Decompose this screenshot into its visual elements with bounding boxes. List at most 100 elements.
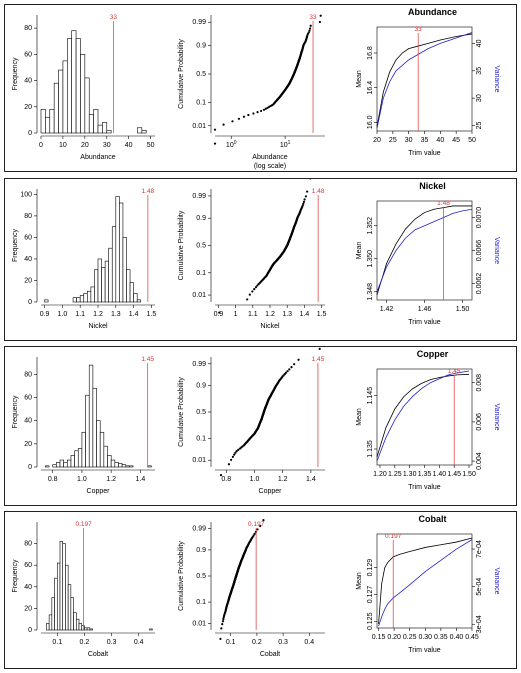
cdf-point (252, 534, 255, 537)
x-tick-label: 0.9 (40, 311, 50, 318)
y-tick-label: 40 (24, 256, 32, 263)
histogram-bar (77, 448, 83, 468)
histogram-bar (97, 258, 102, 303)
cdf-point (233, 453, 236, 456)
cdf-point (288, 368, 291, 371)
histogram-bar (56, 462, 61, 468)
histogram-bar (129, 465, 134, 468)
histogram-bar (106, 130, 112, 134)
histogram-bar (78, 623, 83, 631)
log-scale-note: (log scale) (254, 163, 286, 170)
x-tick-label: 1.4 (306, 476, 316, 483)
cutoff-label: 1.45 (141, 356, 154, 363)
x-tick-label: 0.9 (214, 311, 224, 318)
histogram-bar (72, 297, 77, 303)
x-tick-label: 1.4 (136, 476, 146, 483)
y-tick-label: 0.1 (196, 270, 206, 277)
y-axis-label: Cumulative Probability (178, 541, 185, 611)
cdf-point (248, 293, 251, 296)
histogram-bar (107, 455, 112, 468)
histogram-bar (97, 124, 103, 134)
mean-line (376, 33, 473, 127)
cdf-point (256, 528, 259, 531)
x-tick-label: 100 (226, 140, 237, 149)
cutoff-label: 1.45 (448, 368, 461, 375)
y-tick-label: 0 (28, 627, 32, 634)
histogram-bar (53, 82, 59, 134)
histogram-bar (122, 237, 127, 303)
histogram-bar (51, 597, 55, 631)
y-tick-label: 0.127 (367, 586, 374, 604)
cdf-point (251, 290, 254, 293)
cdf-point (304, 195, 307, 198)
y-tick-label: 0.01 (192, 620, 206, 627)
y2-tick-label: 0.004 (476, 452, 483, 470)
y-axis-label: Frequency (12, 228, 19, 262)
cdf-point (309, 24, 312, 27)
x-axis-label: Trim value (408, 319, 441, 326)
x-tick-label: 50 (147, 142, 155, 149)
x-tick-label: 1.2 (265, 311, 275, 318)
x-axis-label: Cobalt (88, 651, 108, 658)
histogram-bar (74, 450, 79, 468)
histogram-bar (73, 612, 77, 631)
cdf-point (309, 27, 312, 30)
x-tick-label: 0.8 (48, 476, 58, 483)
x-tick-label: 1.4 (129, 311, 139, 318)
y-tick-label: 0.5 (196, 573, 206, 580)
x-tick-label: 1.2 (278, 476, 288, 483)
cdf-point (227, 463, 231, 466)
y-axis-label: Frequency (12, 57, 19, 91)
variance-line (378, 539, 473, 627)
y-tick-label: 0.5 (196, 409, 206, 416)
chart-title: Cobalt (419, 514, 447, 524)
x-tick-label: 1.0 (58, 311, 68, 318)
y-tick-label: 16.8 (367, 46, 374, 60)
histogram-bar (115, 196, 120, 303)
histogram-bar (54, 577, 58, 631)
plot-frame (376, 533, 473, 629)
histogram-bar (93, 109, 99, 134)
y-tick-label: 0.1 (196, 599, 206, 606)
cdf-point (230, 458, 233, 461)
x-tick-label: 30 (103, 142, 111, 149)
cumulative-plot: 0.01 0.1 0.5 0.9 0.99 0.8 1.0 1.2 1.4 Copper Cumul… (178, 347, 325, 495)
cdf-point (266, 106, 269, 109)
cutoff-label: 0.197 (385, 533, 402, 540)
y-tick-label: 0.9 (196, 215, 206, 222)
histogram-bar (114, 462, 119, 468)
x-tick-label: 1.35 (418, 471, 432, 478)
variance-line (376, 208, 473, 292)
cdf-point (235, 450, 238, 453)
x-tick-label: 0.8 (221, 476, 231, 483)
y-tick-label: 100 (20, 191, 32, 198)
x-tick-label: 1.46 (418, 306, 432, 313)
cutoff-label: 1.48 (142, 188, 155, 195)
y-tick-label: 1.348 (367, 283, 374, 301)
trim-plot: Cobalt 0.15 0.20 0.25 0.30 0.35 0.40 0.45 0.125 0… (356, 514, 500, 654)
x-tick-label: 20 (81, 142, 89, 149)
cdf-point (253, 288, 256, 291)
y-tick-label: 0.99 (192, 19, 206, 26)
y-axis-label: Frequency (12, 559, 19, 593)
x-tick-label: 0.4 (304, 639, 314, 646)
y-axis-label: Mean (356, 572, 363, 590)
y2-tick-label: 40 (476, 39, 483, 47)
cdf-point (303, 198, 306, 201)
x-tick-label: 1.42 (380, 306, 394, 313)
x-tick-label: 1.3 (111, 311, 121, 318)
cdf-point (220, 627, 223, 630)
histogram-bar (87, 290, 92, 303)
y-tick-label: 0.125 (367, 612, 374, 630)
y-tick-label: 0.99 (192, 361, 206, 368)
cdf-point (297, 358, 300, 361)
y-axis-label: Cumulative Probability (178, 210, 185, 280)
histogram-bar (84, 627, 88, 631)
histogram-bar (45, 116, 51, 134)
histogram-bar (80, 54, 86, 134)
cutoff-label: 1.48 (437, 200, 450, 207)
histogram-bar (45, 465, 50, 468)
histogram-bar (88, 364, 94, 468)
y2-tick-label: 35 (476, 67, 483, 75)
y-tick-label: 60 (24, 395, 32, 402)
